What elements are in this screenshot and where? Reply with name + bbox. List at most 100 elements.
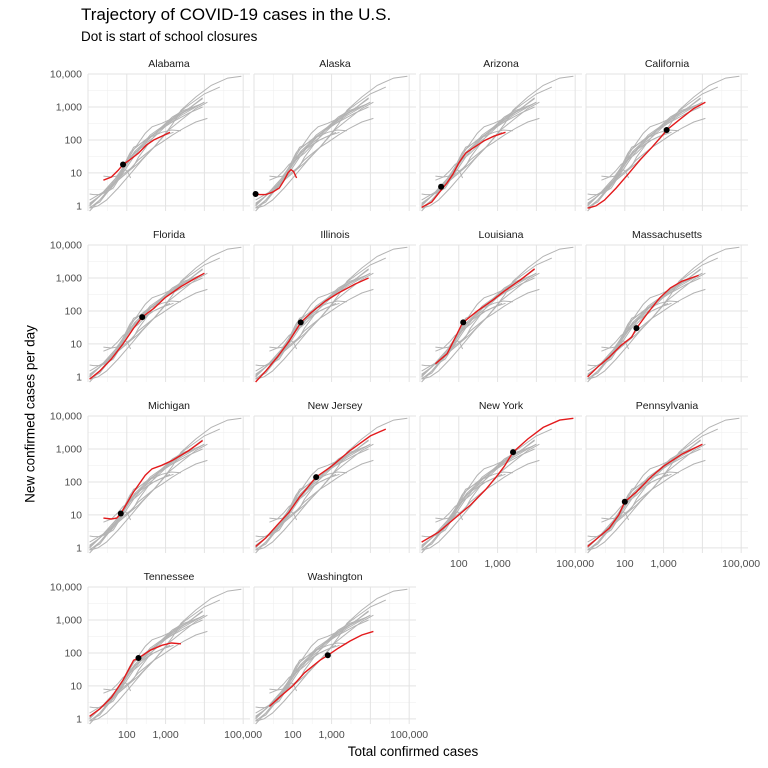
- background-trajectory-line: [587, 448, 701, 554]
- background-trajectory-line: [587, 302, 672, 379]
- background-trajectory-line: [255, 619, 369, 725]
- background-trajectory-line: [255, 129, 348, 204]
- chart-subtitle: Dot is start of school closures: [81, 29, 258, 44]
- panel-title: New Jersey: [308, 400, 364, 412]
- background-trajectory-line: [435, 117, 540, 194]
- panel-title: Louisiana: [479, 229, 524, 241]
- y-tick-label: 100: [64, 476, 82, 488]
- y-tick-label: 1: [76, 713, 82, 725]
- background-trajectory-line: [89, 131, 174, 208]
- background-trajectory-line: [421, 106, 535, 212]
- background-trajectory-line: [255, 340, 298, 367]
- school-closure-dot: [120, 161, 127, 168]
- background-trajectory-line: [103, 630, 208, 707]
- background-trajectory-line: [255, 86, 387, 205]
- background-trajectory-line: [587, 277, 701, 383]
- background-trajectory-line: [587, 428, 719, 547]
- state-trajectory-line: [103, 131, 171, 181]
- background-trajectory-line: [601, 288, 706, 365]
- state-trajectory-line: [255, 428, 387, 548]
- school-closure-dot: [139, 314, 146, 321]
- y-tick-label: 1: [76, 371, 82, 383]
- facet-panel: Tennessee 1 10 100 1,000 10,000 100 1,000 100,00…: [50, 571, 262, 741]
- state-trajectory-line: [587, 274, 699, 378]
- background-trajectory-line: [587, 340, 630, 367]
- x-tick-label: 100,000: [722, 558, 760, 570]
- facet-panel: Michigan 1 10 100 1,000 10,000: [50, 400, 250, 554]
- background-trajectory-line: [255, 473, 340, 550]
- background-trajectory-line: [587, 131, 672, 208]
- background-trajectory-line: [89, 619, 203, 725]
- background-trajectory-line: [601, 117, 706, 194]
- school-closure-dot: [324, 652, 331, 659]
- panel-title: New York: [479, 400, 524, 412]
- panel-title: Washington: [307, 571, 362, 583]
- background-trajectory-line: [269, 117, 374, 194]
- background-trajectory-line: [255, 106, 369, 212]
- background-trajectory-line: [89, 300, 182, 375]
- facet-panel: Florida 1 10 100 1,000 10,000: [50, 229, 250, 383]
- background-trajectory-line: [421, 428, 553, 547]
- background-trajectory-line: [587, 473, 672, 550]
- school-closure-dot: [510, 449, 517, 456]
- background-trajectory-line: [255, 448, 369, 554]
- x-tick-label: 1,000: [650, 558, 676, 570]
- school-closure-dot: [663, 127, 670, 134]
- facet-panel: Massachusetts: [585, 229, 748, 383]
- panel-title: California: [645, 58, 690, 70]
- x-tick-label: 100,000: [224, 729, 262, 741]
- state-trajectory-line: [103, 440, 204, 520]
- y-tick-label: 1,000: [56, 614, 82, 626]
- background-trajectory-line: [255, 642, 348, 717]
- background-trajectory-line: [255, 300, 348, 375]
- background-trajectory-line: [89, 682, 132, 709]
- background-trajectory-line: [587, 511, 630, 538]
- x-tick-label: 100: [450, 558, 468, 570]
- y-tick-label: 1,000: [56, 443, 82, 455]
- x-tick-label: 1,000: [152, 729, 178, 741]
- panel-title: Alabama: [148, 58, 190, 70]
- background-trajectory-line: [89, 448, 203, 554]
- state-trajectory-line: [421, 131, 506, 209]
- background-trajectory-line: [255, 131, 340, 208]
- x-tick-label: 100,000: [390, 729, 428, 741]
- background-trajectory-line: [587, 86, 719, 205]
- chart-title: Trajectory of COVID-19 cases in the U.S.: [81, 5, 392, 24]
- background-trajectory-line: [89, 86, 221, 205]
- background-trajectory-line: [435, 459, 540, 536]
- background-trajectory-line: [601, 459, 706, 536]
- background-trajectory-line: [89, 428, 221, 547]
- facet-panel: California: [585, 58, 748, 212]
- y-tick-label: 10,000: [50, 69, 82, 81]
- background-trajectory-line: [89, 644, 174, 721]
- y-tick-label: 10: [70, 167, 82, 179]
- state-trajectory-line: [587, 101, 706, 209]
- state-trajectory-line: [255, 168, 298, 196]
- background-trajectory-line: [89, 471, 182, 546]
- background-trajectory-line: [89, 473, 174, 550]
- school-closure-dot: [297, 319, 304, 326]
- x-tick-label: 100: [118, 729, 136, 741]
- background-trajectory-line: [421, 129, 514, 204]
- y-tick-label: 1: [76, 542, 82, 554]
- facet-panel: Louisiana: [419, 229, 582, 383]
- background-trajectory-line: [421, 340, 464, 367]
- facet-panel: Illinois: [253, 229, 416, 383]
- background-trajectory-line: [421, 277, 535, 383]
- panel-title: Florida: [153, 229, 185, 241]
- background-trajectory-line: [269, 288, 374, 365]
- y-tick-label: 10: [70, 509, 82, 521]
- state-trajectory-line: [587, 443, 703, 548]
- y-tick-label: 1: [76, 200, 82, 212]
- y-tick-label: 10: [70, 680, 82, 692]
- state-trajectory-line: [434, 268, 536, 365]
- background-trajectory-line: [421, 511, 464, 538]
- panel-title: Tennessee: [144, 571, 195, 583]
- background-trajectory-line: [255, 682, 298, 709]
- background-trajectory-line: [255, 511, 298, 538]
- background-trajectory-line: [421, 448, 535, 554]
- x-axis-label: Total confirmed cases: [347, 744, 479, 759]
- background-trajectory-line: [89, 340, 132, 367]
- panel-title: Massachusetts: [632, 229, 702, 241]
- panel-title: Arizona: [483, 58, 519, 70]
